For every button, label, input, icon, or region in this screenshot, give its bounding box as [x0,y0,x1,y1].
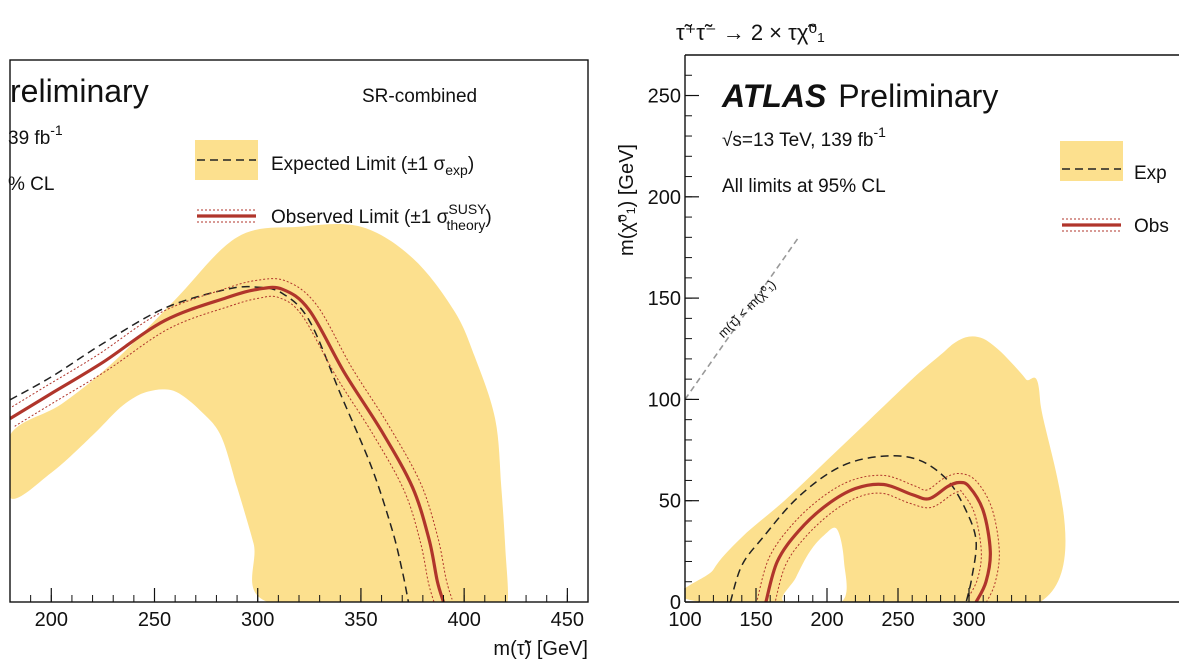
right-title: τ̃⁺τ̃⁻ → 2 × τχ̃⁰₁ [676,20,825,45]
y-tick-label: 250 [648,86,681,108]
left-atlas-label: reliminary [10,73,149,109]
x-tick-label: 200 [35,609,68,631]
right-energy-unit-sup: -1 [873,124,886,140]
left-lumi-text: 39 fb-1 [8,122,63,149]
left-cl-text: % CL [8,174,54,195]
x-tick-label: 250 [138,609,171,631]
x-tick-label: 400 [447,609,480,631]
x-tick-label: 300 [241,609,274,631]
right-preliminary-text: Preliminary [838,78,998,114]
legend-expected-close: ) [468,154,474,175]
x-tick-label: 200 [810,609,843,631]
right-plot-area: m(τ̃) < m(χ̃⁰₁) [685,236,1066,602]
legend-observed-close: ) [485,207,491,228]
legend-observed-text: Observed Limit (±1 σSUSY theory) [271,201,492,233]
observed-theory-up-line [14,295,435,602]
right-legend-expected-swatch [1060,141,1123,181]
x-tick-label: 350 [344,609,377,631]
legend-observed-label: Observed Limit (±1 σ [271,207,449,228]
y-tick-label: 0 [670,592,681,614]
legend-expected-text: Expected Limit (±1 σexp) [271,154,474,178]
left-panel: 200 250 300 350 400 450 reliminary 39 fb-1 % … [8,59,589,660]
observed-limit-line [764,480,992,602]
observed-theory-down-line [756,472,1000,602]
observed-theory-down-line [10,278,453,600]
right-cl-text: All limits at 95% CL [722,176,886,197]
x-tick-label: 450 [551,609,584,631]
x-tick-label: 150 [739,609,772,631]
left-legend: Expected Limit (±1 σexp) Observed Limit … [195,140,492,233]
y-tick-label: 50 [659,491,681,513]
left-sr-label: SR-combined [362,86,477,107]
right-legend-expected-text: Exp [1134,163,1167,184]
right-energy-value: √s=13 TeV, 139 fb [722,130,873,151]
y-tick-label: 150 [648,288,681,310]
right-atlas-text: ATLAS Preliminary [721,78,998,114]
right-x-axis: 100 150 200 250 300 [668,588,1041,631]
kinematic-limit-line [685,236,800,400]
legend-expected-label: Expected Limit (±1 σ [271,154,445,175]
atlas-logo-text: ATLAS [721,78,827,114]
kinematic-limit-label: m(τ̃) < m(χ̃⁰₁) [715,277,779,341]
left-x-axis-label: m(τ̃) [GeV] [493,638,588,660]
right-legend-observed-text: Obs [1134,216,1169,237]
right-y-axis-label: m(χ̃⁰₁) [GeV] [616,144,638,256]
right-legend: Exp Obs [1060,141,1169,237]
left-plot-area [10,224,509,602]
expected-limit-line [10,285,410,602]
right-energy-text: √s=13 TeV, 139 fb-1 [722,124,886,151]
left-lumi-unit-sup: -1 [50,122,63,138]
expected-limit-line [729,454,977,602]
expected-limit-band [685,336,1066,602]
legend-expected-sub: exp [445,162,468,178]
left-preliminary-text: reliminary [10,73,149,109]
x-tick-label: 250 [881,609,914,631]
y-tick-label: 200 [648,187,681,209]
y-tick-label: 100 [648,389,681,411]
legend-observed-sub: theory [447,217,486,233]
x-tick-label: 300 [952,609,985,631]
x-tick-label: 100 [668,609,701,631]
left-lumi-value: 39 fb [8,128,50,149]
left-x-axis: 200 250 300 350 400 450 [9,588,589,631]
observed-limit-line [10,285,446,602]
right-y-axis: 0 50 100 150 200 250 [648,54,699,614]
expected-band-gap [782,527,847,602]
expected-limit-band [10,224,509,602]
legend-observed-sup: SUSY [448,201,487,217]
right-panel: m(τ̃) < m(χ̃⁰₁) 100 150 200 250 300 0 50 100 15… [616,20,1179,631]
